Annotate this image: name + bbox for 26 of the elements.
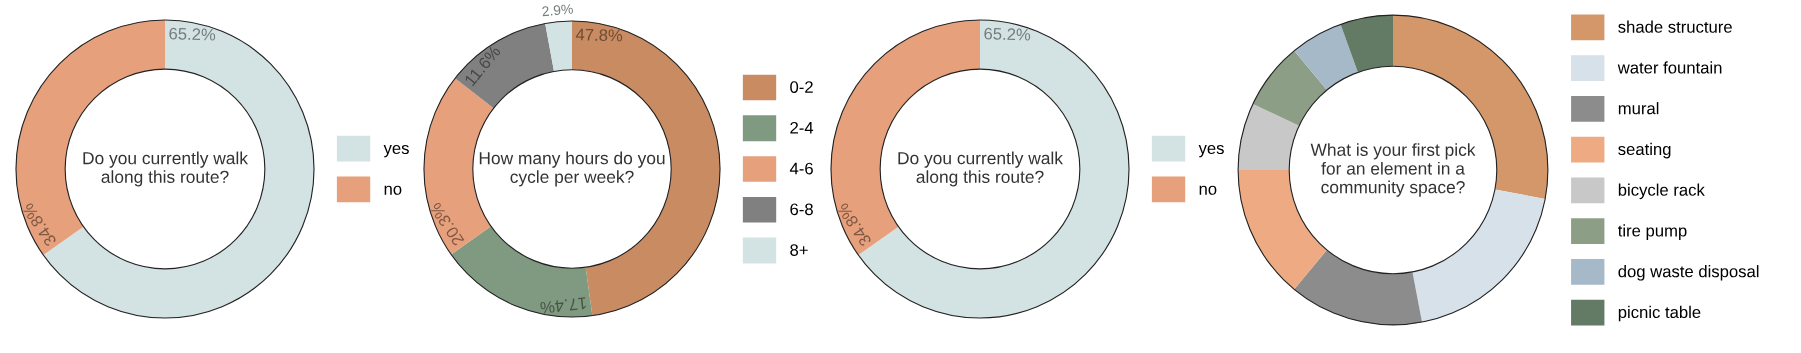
data-label: 17.4%: [540, 297, 587, 314]
data-label: 65.2%: [169, 27, 216, 41]
data-label: 2.9%: [541, 3, 574, 17]
text: How many hours do you cycle per week?: [479, 151, 665, 187]
legend-label: 8+: [790, 244, 808, 256]
text: What is your first pick for an element in a community space?: [1310, 143, 1476, 197]
legend-label: mural: [1618, 102, 1659, 115]
legend-label: no: [384, 185, 402, 195]
legend-label: 0-2: [790, 81, 813, 93]
legend-label: water fountain: [1617, 61, 1722, 74]
legend-label: shade structure: [1618, 20, 1732, 33]
data-label: 65.2%: [984, 27, 1031, 41]
legend-label: yes: [1198, 144, 1224, 158]
data-label: 47.8%: [575, 28, 623, 42]
text: Do you currently walk along this route?: [83, 151, 249, 187]
legend-label: picnic table: [1618, 305, 1701, 322]
legend-label: bicycle rack: [1618, 183, 1705, 200]
legend-label: seating: [1618, 142, 1671, 159]
legend-label: no: [1199, 185, 1217, 195]
legend-label: 6-8: [790, 203, 813, 216]
text: Do you currently walk along this route?: [898, 151, 1064, 187]
legend-label: tire pump: [1618, 224, 1687, 240]
legend-label: dog waste disposal: [1618, 265, 1759, 281]
legend-label: 2-4: [790, 121, 814, 134]
legend-label: 4-6: [789, 162, 813, 175]
legend-label: yes: [383, 144, 409, 158]
